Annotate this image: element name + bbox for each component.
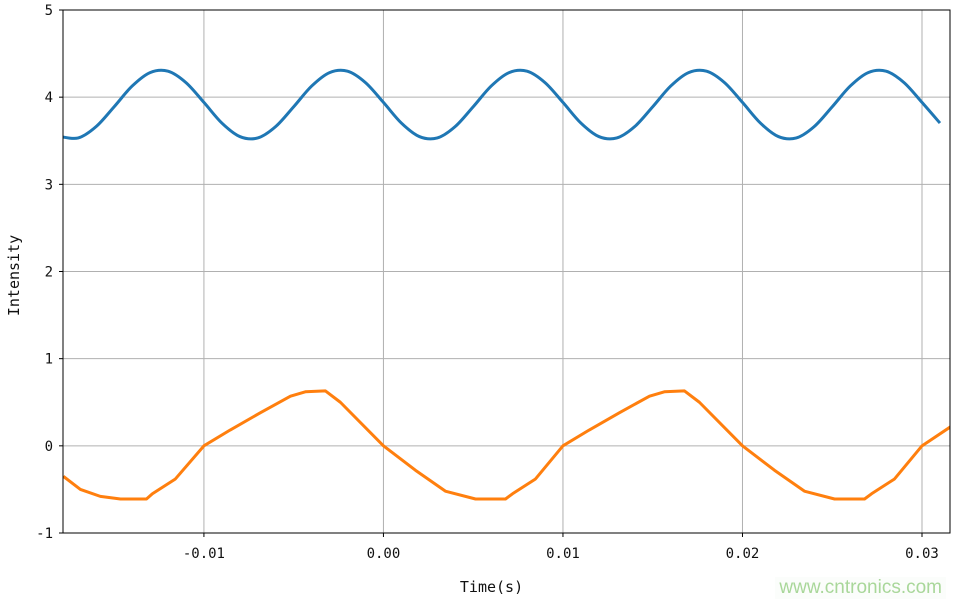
watermark: www.cntronics.com bbox=[775, 577, 946, 599]
series-group bbox=[63, 68, 950, 501]
ticks: -0.01 0.00 0.01 0.02 0.03 -1 0 1 2 3 4 5 bbox=[36, 3, 939, 562]
y-tick-label: 1 bbox=[45, 352, 53, 368]
x-tick-label: 0.02 bbox=[726, 546, 760, 562]
y-tick-label: 0 bbox=[45, 439, 53, 455]
x-tick-label: -0.01 bbox=[183, 546, 225, 562]
y-tick-label: 4 bbox=[45, 90, 53, 106]
y-tick-label: 5 bbox=[45, 3, 53, 19]
x-tick-label: 0.00 bbox=[367, 546, 401, 562]
x-tick-label: 0.01 bbox=[546, 546, 580, 562]
series-line-2 bbox=[63, 389, 950, 501]
series-line-1 bbox=[63, 68, 942, 141]
y-tick-label: 3 bbox=[45, 177, 53, 193]
y-tick-label: 2 bbox=[45, 265, 53, 281]
x-tick-label: 0.03 bbox=[905, 546, 939, 562]
y-axis-label: Intensity bbox=[5, 235, 23, 316]
x-axis-label: Time(s) bbox=[460, 578, 523, 596]
y-tick-label: -1 bbox=[36, 526, 53, 542]
